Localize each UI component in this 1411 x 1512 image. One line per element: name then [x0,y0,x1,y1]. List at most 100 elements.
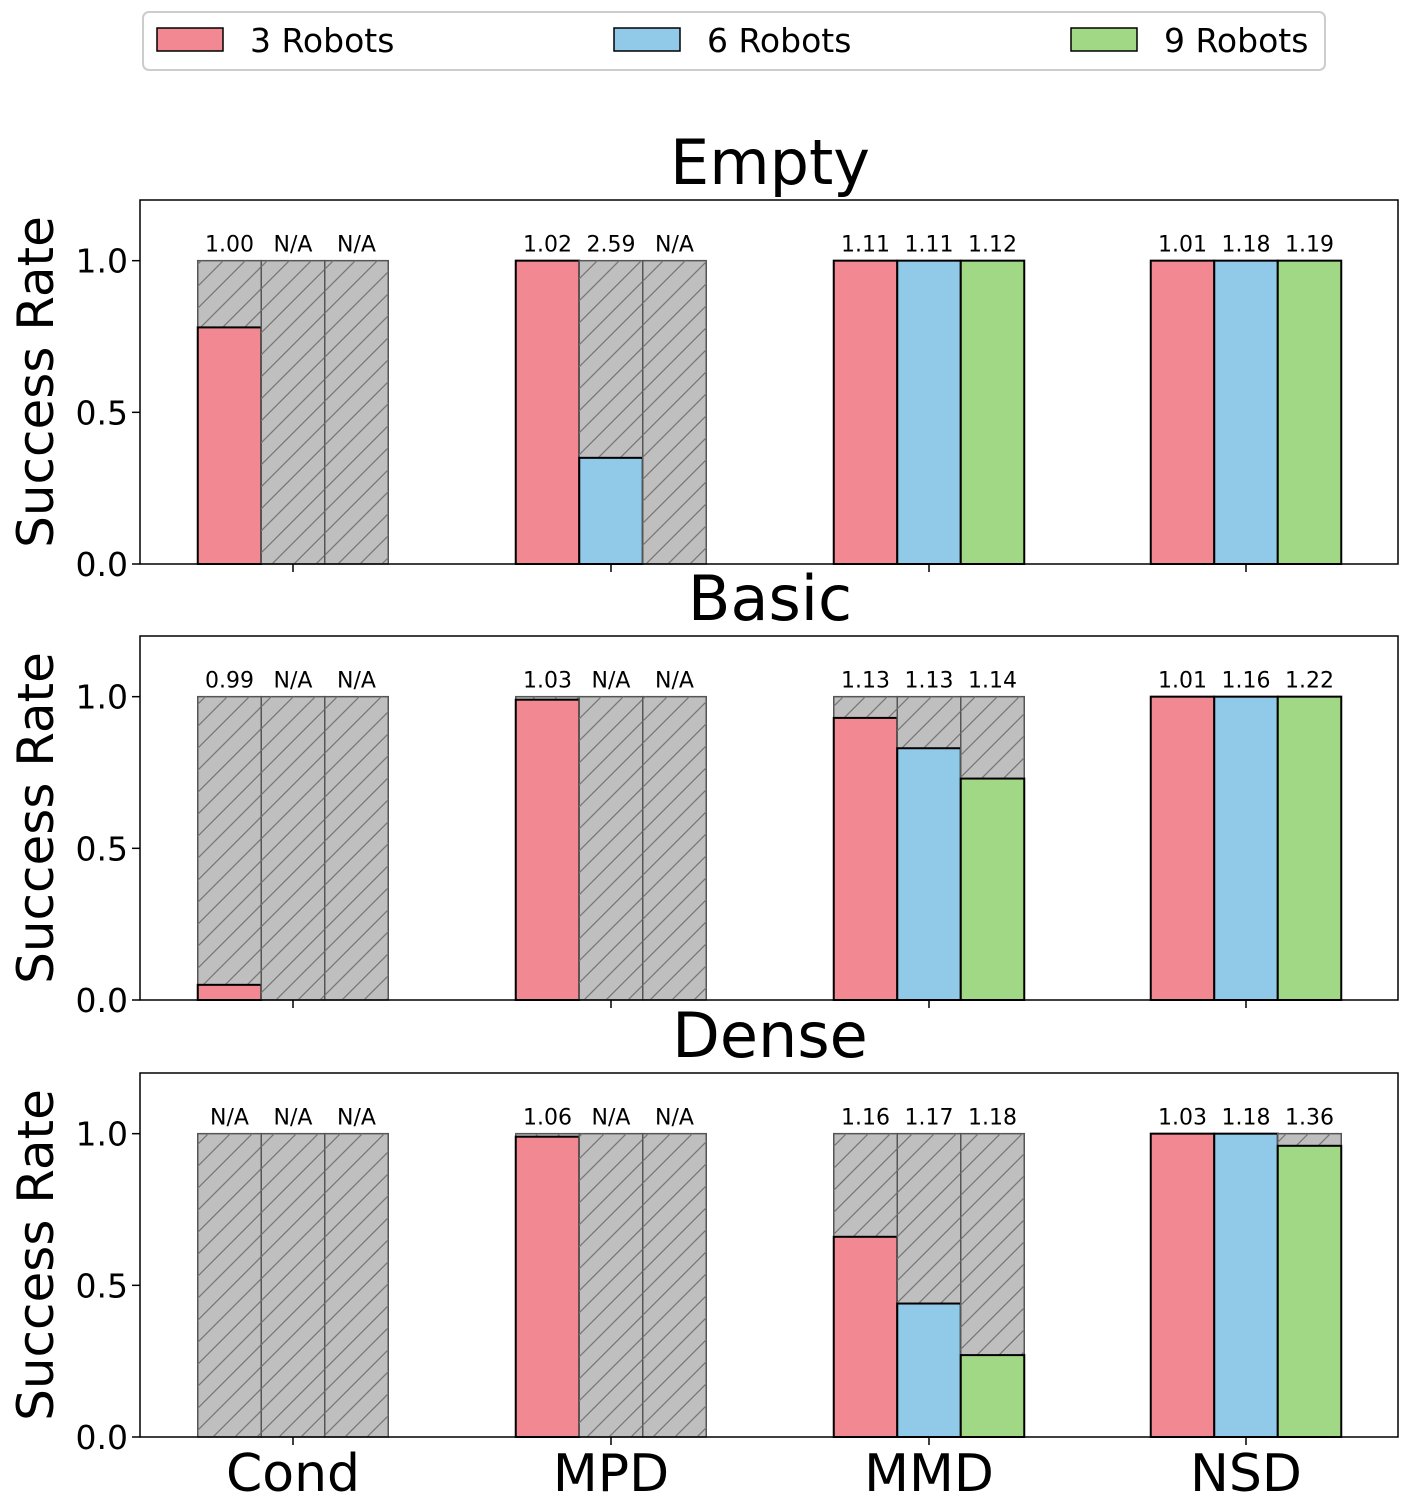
y-tick-label: 0.5 [76,1266,128,1305]
bar-value-label: 1.06 [523,1106,572,1131]
bar-value-label: 1.03 [523,669,572,694]
bar-value-label: 1.13 [841,669,890,694]
panel-basic: Basic Success Rate 0.99 N/A N/A 1.03 N/A N/A 1.1… [7,562,1399,1020]
bar-value-label: 1.18 [1222,1106,1271,1131]
bar-value-label: 1.36 [1285,1106,1334,1131]
bar-value-label: 1.00 [205,233,254,258]
bar-mmd-1 [832,1235,899,1439]
bar-value-label: N/A [592,1106,631,1131]
legend-swatch-2 [613,27,681,52]
bar-value-label: 1.17 [905,1106,954,1131]
bar-hatch [324,1133,389,1437]
bar-value-label: 1.01 [1158,669,1207,694]
legend-label-2: 6 Robots [707,21,851,60]
bar-value-label: N/A [655,233,694,258]
bar-hatch [642,696,707,1000]
bar-mmd-2 [896,259,962,565]
bar-nsd-2 [1213,1132,1279,1438]
y-tick-label: 1.0 [76,678,128,717]
bars: N/A N/A N/A 1.06 N/A N/A 1.16 1.17 1.18 1.03 1.18 1… [197,1106,1343,1439]
bar-nsd-2 [1213,695,1279,1002]
bar-value-label: 1.03 [1158,1106,1207,1131]
bar-value-label: N/A [210,1106,249,1131]
panel-title: Empty [670,126,870,199]
y-tick-label: 0.5 [76,829,128,868]
y-tick-label: 1.0 [76,1115,128,1154]
bar-value-label: 1.22 [1285,669,1334,694]
bar-mmd-3 [959,1354,1026,1438]
x-tick-label: Cond [226,1444,360,1504]
bar-hatch [261,1133,325,1437]
y-tick-label: 0.0 [76,981,128,1020]
bar-mpd-1 [514,698,581,1001]
bar-hatch [261,260,325,564]
panel-dense: Dense Success Rate N/A N/A N/A 1.06 N/A N/A 1.16… [7,999,1399,1504]
bar-nsd-3 [1276,695,1343,1002]
legend-label-3: 9 Robots [1164,21,1308,60]
axes-frame [139,635,1399,1001]
bar-mmd-2 [896,747,962,1001]
bar-value-label: 1.14 [968,669,1017,694]
bar-value-label: 0.99 [205,669,254,694]
bar-value-label: N/A [337,669,376,694]
bar-nsd-2 [1213,259,1279,565]
bar-value-label: N/A [274,669,313,694]
bar-cond-1 [196,326,263,565]
axes-frame [139,1072,1399,1438]
bar-mpd-2 [578,456,644,566]
bar-value-label: N/A [592,669,631,694]
bar-hatch [579,696,643,1000]
bar-nsd-1 [1149,695,1216,1002]
y-axis-label: Success Rate [7,1089,65,1421]
bar-hatch [197,1133,262,1437]
bar-value-label: 1.16 [841,1106,890,1131]
bar-mmd-3 [959,777,1026,1001]
panel-title: Dense [672,999,868,1072]
bar-hatch [324,696,389,1000]
bar-value-label: 1.12 [968,233,1017,258]
x-tick-label: MMD [864,1444,994,1504]
x-tick-label: MPD [553,1444,669,1504]
bar-hatch [324,260,389,564]
bar-value-label: 1.16 [1222,669,1271,694]
y-tick-label: 0.0 [76,1418,128,1457]
bar-value-label: 1.11 [905,233,954,258]
legend: 3 Robots 6 Robots 9 Robots [142,11,1326,71]
bar-value-label: 1.13 [905,669,954,694]
bar-nsd-1 [1149,1132,1216,1438]
bar-mpd-1 [514,1135,581,1438]
y-tick-label: 0.0 [76,545,128,584]
y-tick-label: 0.5 [76,393,128,432]
bars: 1.00 N/A N/A 1.02 2.59 N/A 1.11 1.11 1.12 1.01 1.1… [196,233,1343,566]
bar-value-label: N/A [655,1106,694,1131]
y-axis-label: Success Rate [7,216,65,548]
legend-frame [142,11,1326,71]
bar-value-label: N/A [655,669,694,694]
bar-hatch [642,260,707,564]
legend-swatch-3 [1070,27,1138,52]
bar-mmd-1 [832,259,899,565]
bar-mmd-3 [959,259,1026,565]
axes-frame [139,199,1399,565]
bar-hatch [642,1133,707,1437]
bar-value-label: 1.01 [1158,233,1207,258]
bar-value-label: 1.02 [523,233,572,258]
bar-value-label: N/A [274,233,313,258]
bar-nsd-3 [1276,259,1343,565]
bar-value-label: N/A [274,1106,313,1131]
bar-nsd-3 [1276,1144,1343,1439]
bar-value-label: 1.18 [1222,233,1271,258]
bar-cond-1 [196,983,263,1001]
legend-label-1: 3 Robots [250,21,394,60]
y-axis-label: Success Rate [7,652,65,984]
y-tick-label: 1.0 [76,242,128,281]
bar-mpd-1 [514,259,581,565]
bar-value-label: 2.59 [587,233,636,258]
bar-mmd-2 [896,1302,962,1438]
legend-swatch-1 [156,27,224,52]
bar-hatch [261,696,325,1000]
bar-hatch [197,696,262,1000]
bar-value-label: 1.18 [968,1106,1017,1131]
